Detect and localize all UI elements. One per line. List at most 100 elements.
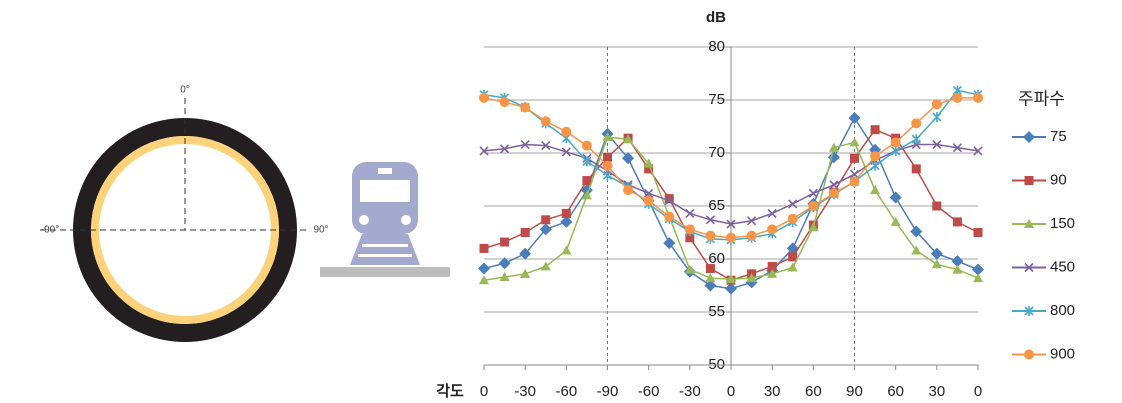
legend-label: 900 bbox=[1050, 345, 1075, 362]
marker bbox=[890, 137, 901, 148]
marker bbox=[664, 194, 674, 204]
legend-item: 75 bbox=[1012, 128, 1067, 145]
x-tick-label: 0 bbox=[480, 383, 488, 400]
y-tick-label: 75 bbox=[708, 91, 725, 108]
marker bbox=[581, 190, 592, 200]
train-window bbox=[360, 180, 410, 202]
x-tick-label: 0 bbox=[727, 383, 735, 400]
marker bbox=[685, 208, 695, 218]
marker bbox=[952, 217, 962, 227]
marker bbox=[849, 169, 860, 179]
marker bbox=[500, 237, 510, 247]
x-tick-label: 30 bbox=[764, 383, 781, 400]
marker bbox=[870, 160, 880, 171]
marker bbox=[725, 282, 737, 295]
marker bbox=[581, 140, 592, 151]
marker bbox=[889, 191, 902, 204]
marker bbox=[932, 139, 942, 150]
marker bbox=[685, 233, 695, 243]
marker bbox=[787, 262, 798, 272]
train-light bbox=[401, 215, 411, 225]
marker bbox=[972, 263, 984, 276]
legend-label: 75 bbox=[1050, 128, 1067, 145]
marker bbox=[788, 252, 798, 262]
marker bbox=[644, 164, 654, 174]
marker bbox=[520, 268, 531, 278]
train-part bbox=[378, 168, 392, 174]
marker bbox=[540, 116, 551, 127]
marker bbox=[911, 134, 921, 145]
marker bbox=[623, 134, 634, 144]
marker bbox=[663, 237, 676, 250]
marker bbox=[664, 196, 674, 206]
x-tick-label: 0 bbox=[974, 383, 982, 400]
marker bbox=[561, 147, 571, 157]
x-tick-label: -30 bbox=[514, 383, 536, 400]
series bbox=[479, 132, 983, 285]
marker bbox=[849, 176, 860, 187]
legend-item: 150 bbox=[1012, 215, 1075, 232]
legend-label: 150 bbox=[1050, 215, 1075, 232]
marker bbox=[973, 228, 983, 237]
y-tick-label: 55 bbox=[708, 303, 725, 320]
marker bbox=[932, 111, 942, 122]
angle-label: 0° bbox=[180, 85, 190, 96]
angle-label: 90° bbox=[313, 225, 328, 236]
marker bbox=[479, 146, 489, 156]
marker bbox=[539, 223, 552, 236]
x-tick-label: -90 bbox=[597, 383, 619, 400]
marker bbox=[747, 216, 757, 226]
y-tick-label: 65 bbox=[708, 197, 725, 214]
marker bbox=[746, 230, 757, 241]
marker bbox=[602, 160, 613, 171]
marker bbox=[561, 245, 572, 255]
marker bbox=[603, 152, 612, 162]
y-tick-label: 70 bbox=[708, 144, 725, 161]
tunnel-diagram: 0° -90° 90° bbox=[40, 85, 329, 342]
marker bbox=[848, 112, 861, 125]
marker bbox=[540, 261, 551, 271]
marker bbox=[828, 142, 839, 152]
marker bbox=[541, 215, 551, 225]
marker bbox=[767, 224, 778, 235]
marker bbox=[705, 215, 715, 225]
marker bbox=[726, 274, 736, 284]
legend-label: 450 bbox=[1050, 258, 1075, 275]
marker bbox=[520, 139, 530, 150]
legend-item: 90 bbox=[1012, 171, 1067, 188]
marker bbox=[911, 245, 922, 255]
train-part bbox=[362, 244, 408, 247]
angle-label: -90° bbox=[41, 225, 59, 236]
x-tick-label: 60 bbox=[805, 383, 822, 400]
marker bbox=[767, 208, 777, 218]
marker bbox=[973, 273, 983, 283]
marker bbox=[643, 195, 654, 206]
marker bbox=[808, 222, 819, 232]
marker bbox=[541, 141, 551, 151]
marker bbox=[891, 145, 901, 156]
marker bbox=[952, 92, 963, 103]
x-tick-label: -60 bbox=[555, 383, 577, 400]
marker bbox=[602, 170, 613, 181]
marker bbox=[560, 215, 573, 228]
y-axis-label: dB bbox=[706, 9, 726, 26]
marker bbox=[767, 261, 777, 271]
x-tick-label: 60 bbox=[887, 383, 904, 400]
marker bbox=[520, 228, 530, 237]
legend-item: 450 bbox=[1012, 258, 1075, 275]
marker bbox=[684, 264, 695, 274]
marker bbox=[1023, 131, 1035, 143]
marker bbox=[1024, 219, 1034, 228]
marker bbox=[622, 152, 635, 165]
marker bbox=[500, 144, 510, 154]
marker bbox=[519, 247, 532, 260]
marker bbox=[829, 180, 839, 190]
marker bbox=[1024, 349, 1034, 360]
marker bbox=[705, 264, 715, 274]
train-icon bbox=[320, 162, 450, 277]
legend-item: 900 bbox=[1012, 345, 1075, 362]
marker bbox=[1024, 176, 1034, 185]
legend-label: 90 bbox=[1050, 171, 1067, 188]
marker bbox=[664, 211, 675, 222]
marker bbox=[931, 99, 942, 110]
